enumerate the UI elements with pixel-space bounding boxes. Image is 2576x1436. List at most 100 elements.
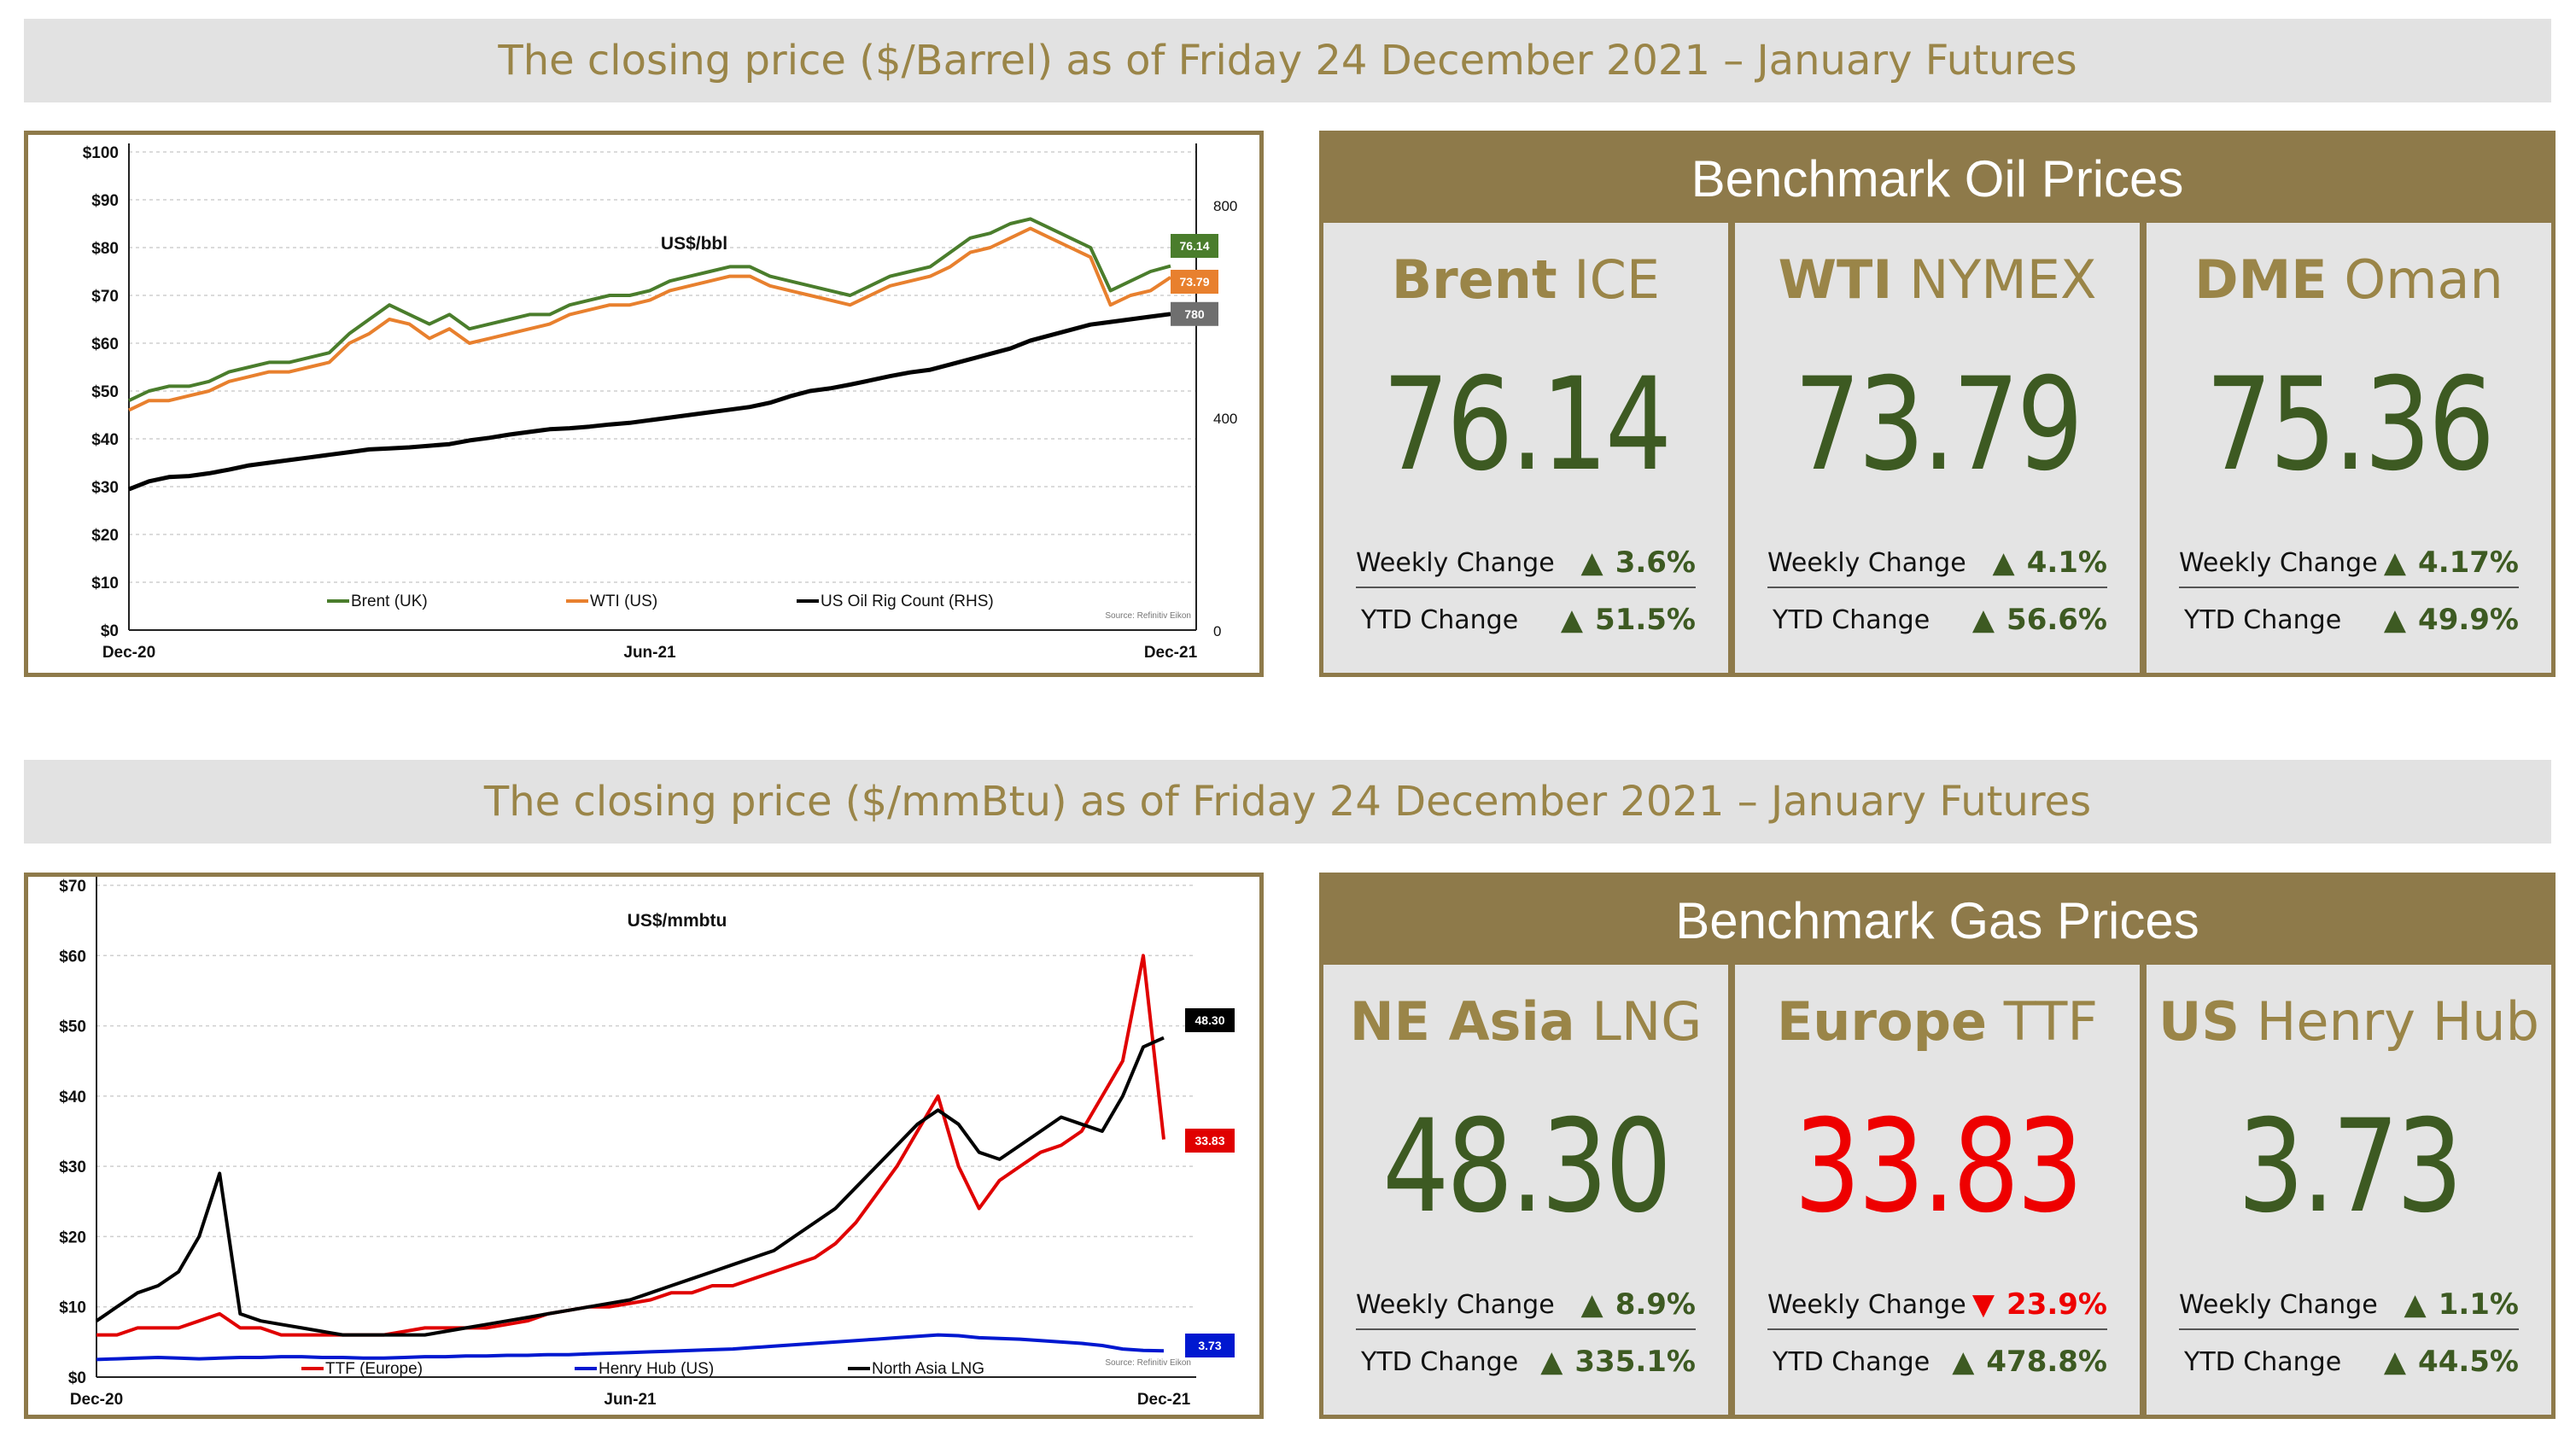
triangle-down-icon: ▼: [1971, 1287, 1995, 1322]
card-title-rest: LNG: [1574, 990, 1703, 1053]
card-title-rest: NYMEX: [1892, 248, 2097, 311]
x-tick-label: Dec-21: [1144, 644, 1198, 662]
card-price-value: 33.83: [1794, 1093, 2083, 1241]
x-tick-label: Jun-21: [623, 644, 676, 662]
y-tick-label: $40: [59, 1089, 86, 1106]
ytd-change-number: 49.9%: [2418, 603, 2519, 637]
gas-card: NE Asia LNG 48.30 Weekly Change ▲ 8.9% YTD Ch…: [1323, 965, 1728, 1415]
y2-tick-label: 800: [1213, 198, 1237, 214]
end-value-badge: [1171, 270, 1218, 294]
y-tick-label: $10: [59, 1299, 86, 1317]
ytd-change-label: YTD Change: [1773, 604, 1931, 635]
weekly-change-value: ▲ 4.17%: [2384, 546, 2519, 580]
oil-card: WTI NYMEX 73.79 Weekly Change ▲ 4.1% YTD Chan…: [1735, 223, 2140, 673]
ytd-change-row: YTD Change ▲ 56.6%: [1767, 595, 2107, 645]
weekly-change-label: Weekly Change: [1356, 547, 1555, 578]
triangle-up-icon: ▲: [1971, 603, 1995, 637]
weekly-change-number: 8.9%: [1615, 1287, 1696, 1322]
oil-card: Brent ICE 76.14 Weekly Change ▲ 3.6% YTD Chan…: [1323, 223, 1728, 673]
ytd-change-number: 478.8%: [1986, 1345, 2107, 1379]
weekly-change-value: ▲ 8.9%: [1581, 1287, 1696, 1322]
card-title-bold: Europe: [1776, 990, 1988, 1053]
ytd-change-number: 51.5%: [1595, 603, 1696, 637]
weekly-change-value: ▲ 3.6%: [1581, 546, 1696, 580]
y-tick-label: $0: [68, 1369, 86, 1387]
gas-banner: The closing price ($/mmBtu) as of Friday…: [24, 760, 2551, 844]
y-tick-label: $60: [91, 336, 119, 353]
triangle-up-icon: ▲: [2383, 1345, 2407, 1379]
y-tick-label: $30: [59, 1159, 86, 1176]
y-tick-label: $40: [91, 431, 119, 449]
card-title: US Henry Hub: [2147, 990, 2551, 1053]
weekly-change-number: 4.17%: [2418, 546, 2519, 580]
series-line-3: [95, 1036, 1165, 1337]
ytd-change-row: YTD Change ▲ 51.5%: [1356, 595, 1696, 645]
triangle-up-icon: ▲: [2383, 546, 2407, 580]
series-line-3: [128, 312, 1171, 492]
ytd-change-row: YTD Change ▲ 49.9%: [2179, 595, 2519, 645]
end-value-badge: [1185, 1129, 1235, 1153]
oil-cards: Brent ICE 76.14 Weekly Change ▲ 3.6% YTD Chan…: [1323, 223, 2551, 673]
card-title: NE Asia LNG: [1323, 990, 1728, 1053]
gas-card: Europe TTF 33.83 Weekly Change ▼ 23.9% YTD Ch…: [1735, 965, 2140, 1415]
triangle-up-icon: ▲: [2404, 1287, 2427, 1322]
end-value-label: 48.30: [1195, 1013, 1224, 1027]
chart-title: US$/mmbtu: [628, 911, 727, 931]
ytd-change-row: YTD Change ▲ 44.5%: [2179, 1337, 2519, 1386]
end-value-badge: [1185, 1334, 1235, 1357]
card-title-bold: DME: [2194, 248, 2328, 311]
weekly-change-value: ▼ 23.9%: [1972, 1287, 2107, 1322]
card-title-bold: US: [2158, 990, 2240, 1053]
weekly-change-row: Weekly Change ▼ 23.9%: [1767, 1281, 2107, 1330]
card-price-value: 3.73: [2237, 1093, 2463, 1241]
y-tick-label: $50: [59, 1019, 86, 1036]
triangle-up-icon: ▲: [1560, 603, 1584, 637]
card-title-bold: WTI: [1778, 248, 1893, 311]
ytd-change-number: 44.5%: [2418, 1345, 2519, 1379]
y-tick-label: $50: [91, 383, 119, 401]
card-title-bold: NE Asia: [1349, 990, 1575, 1053]
card-price-value: 76.14: [1382, 351, 1672, 499]
ytd-change-label: YTD Change: [2184, 604, 2342, 635]
series-line-2: [96, 1333, 1165, 1362]
ytd-change-number: 56.6%: [2006, 603, 2107, 637]
legend-label: WTI (US): [590, 592, 657, 610]
card-price-value: 75.36: [2205, 351, 2495, 499]
x-tick-label: Dec-20: [102, 644, 155, 662]
triangle-up-icon: ▲: [1992, 546, 2015, 580]
ytd-change-label: YTD Change: [1361, 604, 1519, 635]
ytd-change-number: 335.1%: [1574, 1345, 1696, 1379]
ytd-change-row: YTD Change ▲ 335.1%: [1356, 1337, 1696, 1386]
series-line-2: [128, 226, 1172, 412]
y2-tick-label: 0: [1213, 623, 1221, 639]
end-value-badge: [1171, 301, 1218, 326]
gas-panel-title: Benchmark Gas Prices: [1323, 877, 2551, 965]
ytd-change-value: ▲ 335.1%: [1540, 1345, 1696, 1379]
y-tick-label: $0: [101, 622, 119, 640]
ytd-change-value: ▲ 51.5%: [1561, 603, 1696, 637]
card-title: Europe TTF: [1735, 990, 2140, 1053]
ytd-change-value: ▲ 478.8%: [1952, 1345, 2107, 1379]
y-tick-label: $20: [59, 1229, 86, 1246]
series-line-1: [128, 217, 1171, 403]
oil-panel-title: Benchmark Oil Prices: [1323, 135, 2551, 223]
y-tick-label: $100: [83, 144, 119, 162]
y-tick-label: $70: [91, 288, 119, 306]
gas-chart-frame: $0 $10 $20 $30 $40 $50 $60 $70 Dec-20 Jun-21 Dec-2…: [24, 873, 1264, 1419]
legend-label: North Asia LNG: [872, 1360, 984, 1378]
y-tick-label: $80: [91, 240, 119, 258]
x-tick-label: Jun-21: [604, 1391, 657, 1409]
weekly-change-label: Weekly Change: [1356, 1289, 1555, 1320]
end-value-label: 73.79: [1179, 275, 1209, 289]
y-tick-label: $30: [91, 479, 119, 497]
card-title-bold: Brent: [1391, 248, 1557, 311]
triangle-up-icon: ▲: [1580, 1287, 1603, 1322]
weekly-change-label: Weekly Change: [1767, 547, 1966, 578]
weekly-change-label: Weekly Change: [2179, 547, 2378, 578]
card-title: Brent ICE: [1323, 248, 1728, 311]
legend-label: TTF (Europe): [325, 1360, 423, 1378]
end-value-label: 780: [1184, 307, 1205, 321]
end-value-badge: [1171, 234, 1218, 258]
weekly-change-number: 3.6%: [1615, 546, 1696, 580]
